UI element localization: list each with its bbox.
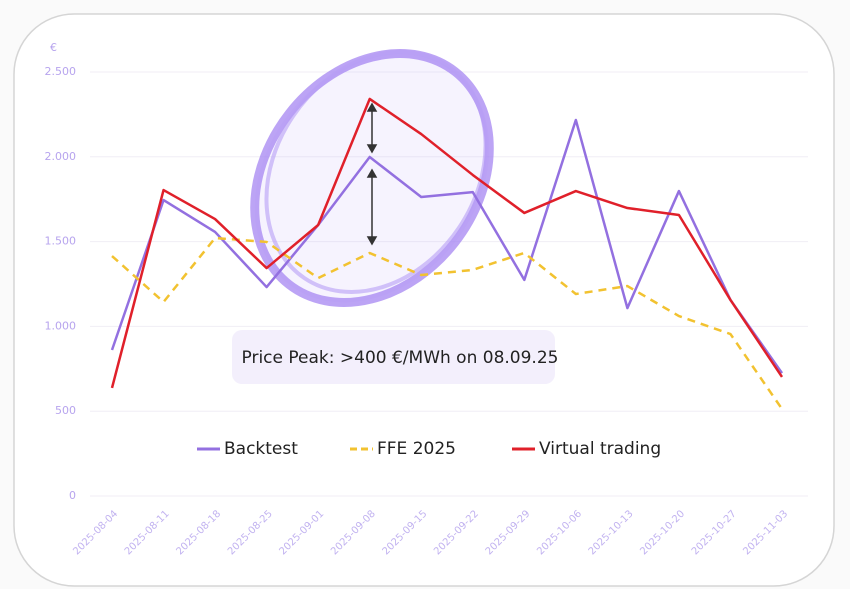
series-line [110,118,784,374]
legend-label: Virtual trading [539,439,661,459]
annotation-box [232,330,555,384]
y-tick-label: 1.500 [45,235,77,248]
y-tick-label: 2.000 [45,150,77,163]
series-line [111,236,784,410]
y-tick-label: 500 [55,404,76,417]
y-tick-label: 2.500 [45,65,77,78]
y-tick-label: 1.000 [45,319,77,332]
legend: Backtest FFE 2025 Virtual trading [197,439,661,459]
scribble-ring [264,50,488,294]
y-tick-label: 0 [69,489,76,502]
arrow-head [366,168,378,246]
y-axis-unit: € [50,41,57,54]
legend-label: Backtest [224,439,298,459]
peak-arrows [366,102,378,246]
annotation: Price Peak: >400 €/MWh on 08.09.25 [242,348,559,368]
arrow-head [366,102,378,154]
legend-label: FFE 2025 [377,439,456,459]
series-line [110,97,784,389]
series-layer [110,97,784,410]
